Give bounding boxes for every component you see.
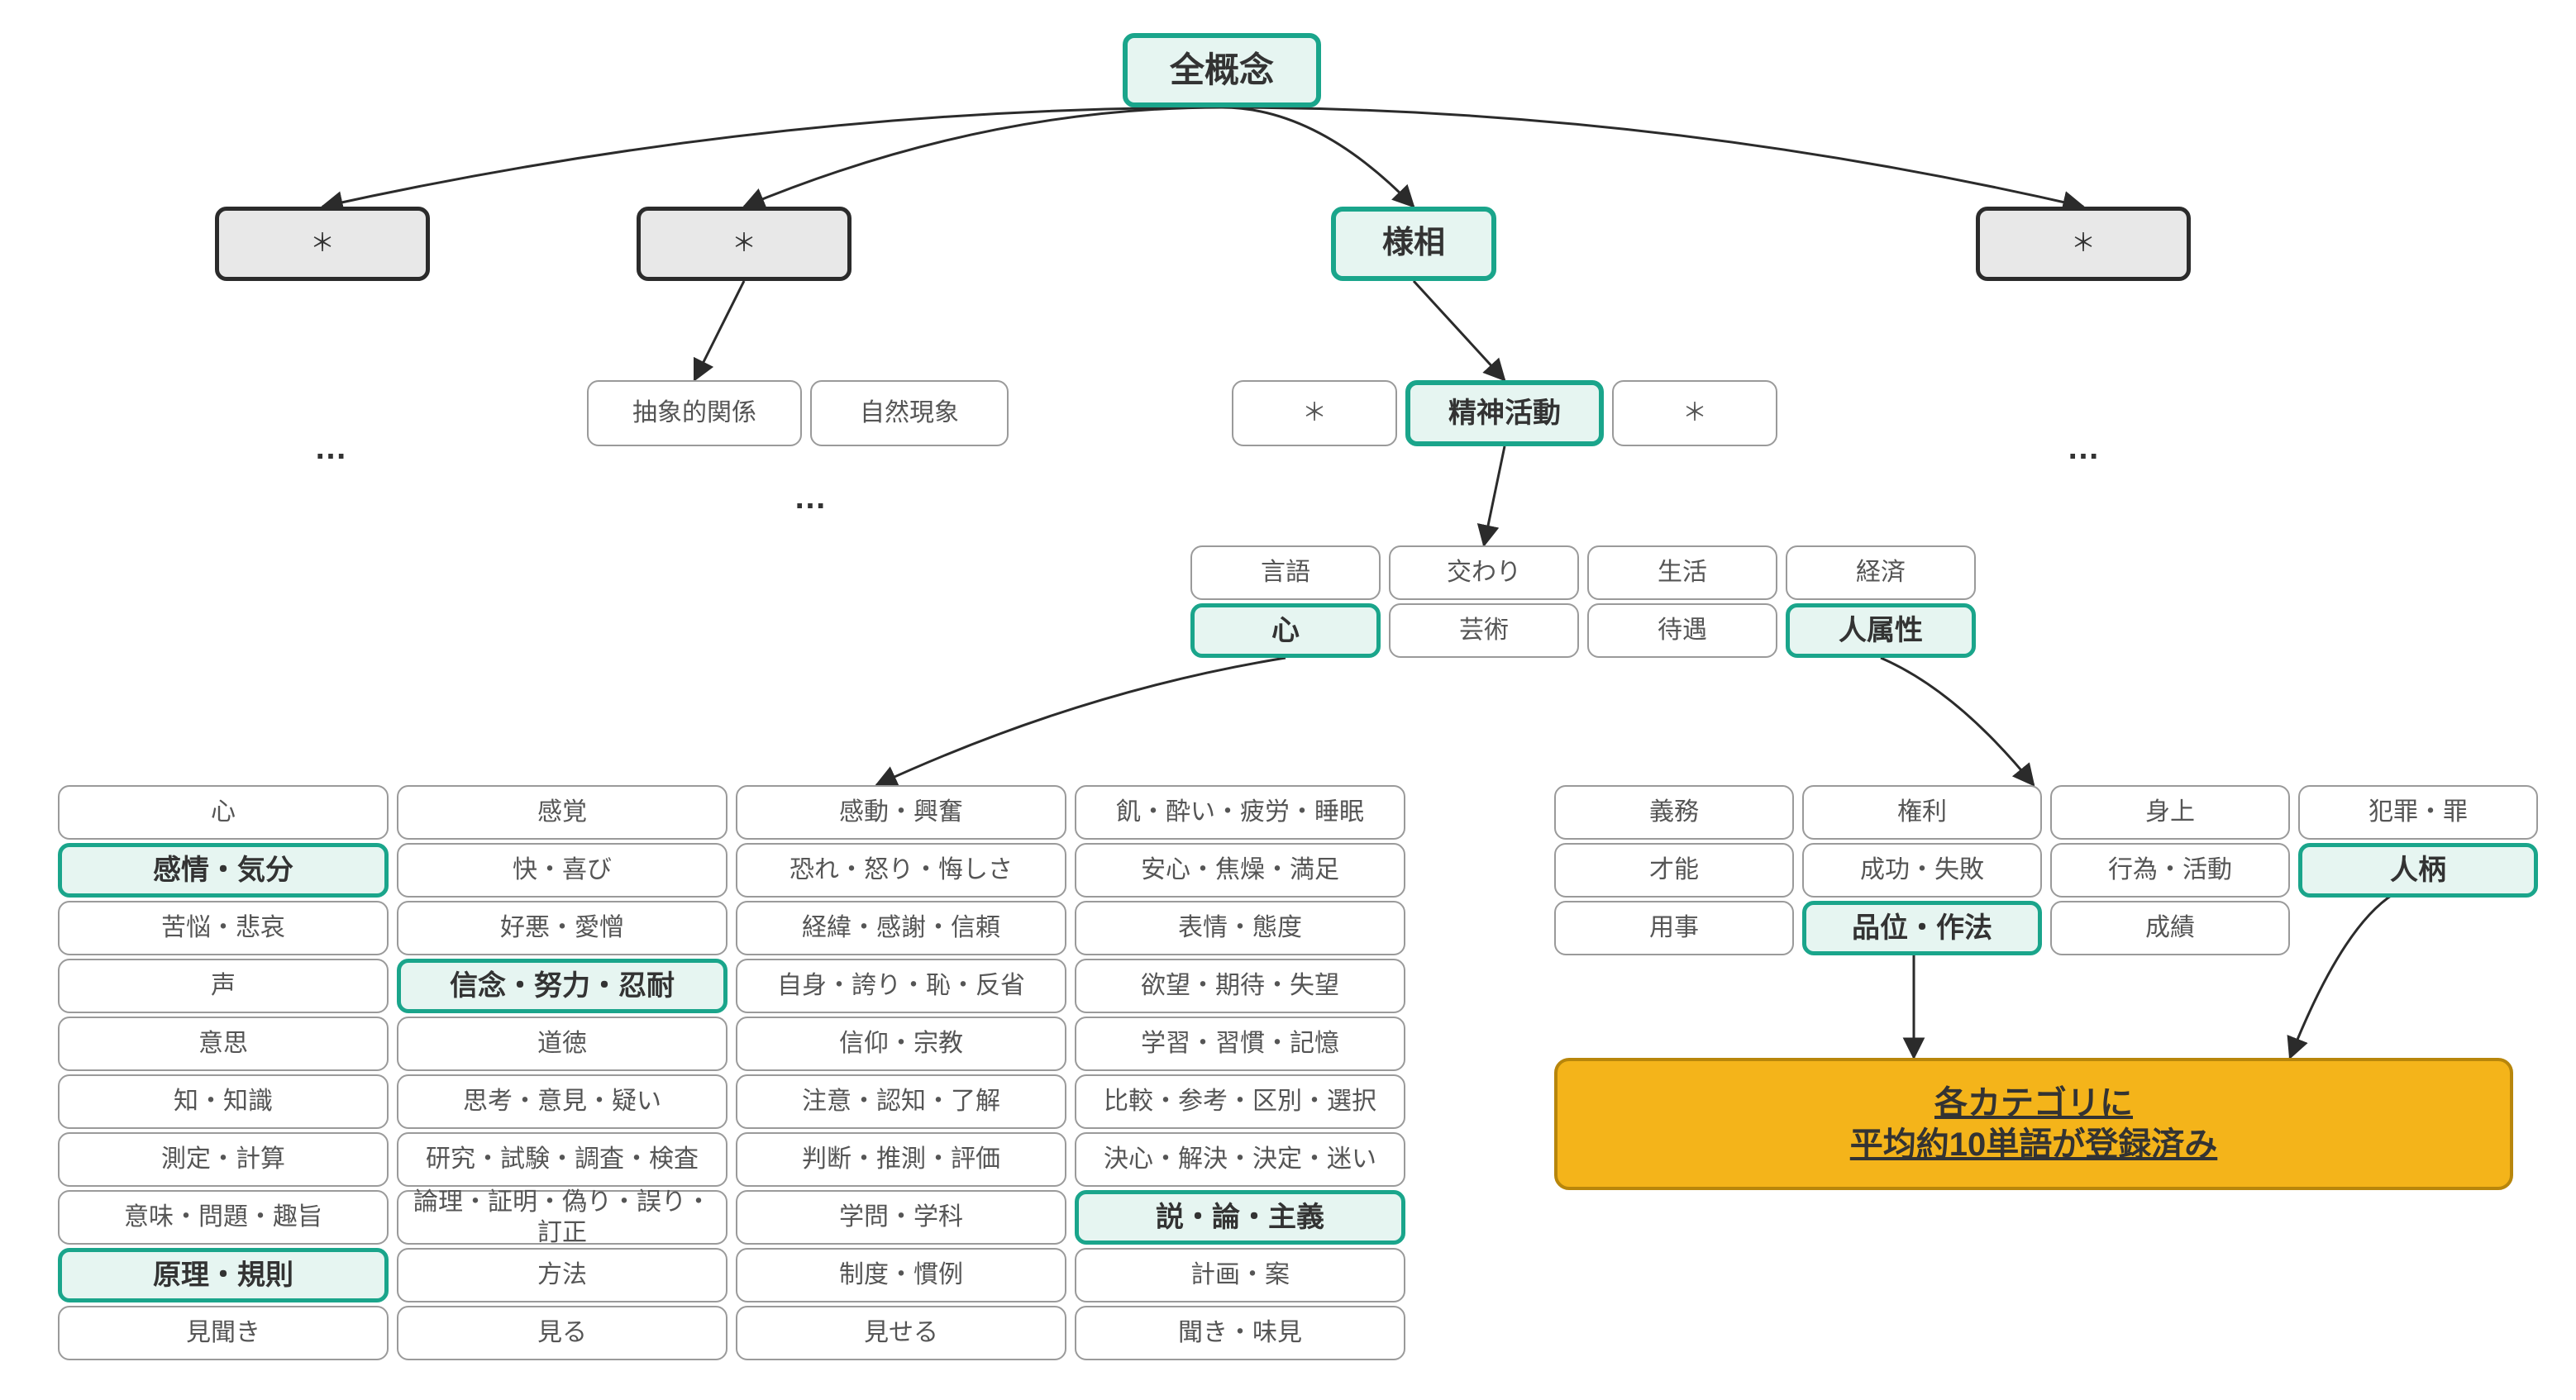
left-table-cell: 心 bbox=[58, 785, 389, 840]
left-table-cell: 表情・態度 bbox=[1075, 901, 1405, 955]
left-table-cell: 学問・学科 bbox=[736, 1190, 1066, 1245]
right-table-cell: 用事 bbox=[1554, 901, 1794, 955]
right-table-cell: 権利 bbox=[1802, 785, 2042, 840]
left-table-cell: 飢・酔い・疲労・睡眠 bbox=[1075, 785, 1405, 840]
left-table-cell: 安心・焦燥・満足 bbox=[1075, 843, 1405, 898]
right-table-cell: 身上 bbox=[2050, 785, 2290, 840]
right-table-cell: 行為・活動 bbox=[2050, 843, 2290, 898]
node-l3_5: 芸術 bbox=[1389, 603, 1579, 658]
left-table-cell: 見る bbox=[397, 1306, 727, 1360]
diagram-stage: 全概念＊＊様相＊抽象的関係自然現象＊精神活動＊言語交わり生活経済心芸術待遇人属性… bbox=[0, 0, 2576, 1400]
left-table-cell: 自身・誇り・恥・反省 bbox=[736, 959, 1066, 1013]
left-table-cell: 恐れ・怒り・悔しさ bbox=[736, 843, 1066, 898]
left-table-cell: 感情・気分 bbox=[58, 843, 389, 898]
right-table-cell: 人柄 bbox=[2298, 843, 2538, 898]
left-table-cell: 感覚 bbox=[397, 785, 727, 840]
right-table-cell: 犯罪・罪 bbox=[2298, 785, 2538, 840]
node-l3_1: 交わり bbox=[1389, 545, 1579, 600]
node-l3_3: 経済 bbox=[1786, 545, 1976, 600]
node-l3_0: 言語 bbox=[1190, 545, 1381, 600]
left-table-cell: 測定・計算 bbox=[58, 1132, 389, 1187]
node-l1b: ＊ bbox=[637, 207, 852, 281]
node-l2c3: ＊ bbox=[1612, 380, 1777, 446]
left-table-cell: 計画・案 bbox=[1075, 1248, 1405, 1302]
left-table-cell: 信念・努力・忍耐 bbox=[397, 959, 727, 1013]
left-table-cell: 方法 bbox=[397, 1248, 727, 1302]
node-l2c2: 精神活動 bbox=[1405, 380, 1604, 446]
left-table-cell: 学習・習慣・記憶 bbox=[1075, 1017, 1405, 1071]
left-table-cell: 感動・興奮 bbox=[736, 785, 1066, 840]
left-table-cell: 原理・規則 bbox=[58, 1248, 389, 1302]
left-table-cell: 見せる bbox=[736, 1306, 1066, 1360]
left-table-cell: 道徳 bbox=[397, 1017, 727, 1071]
node-l3_4: 心 bbox=[1190, 603, 1381, 658]
left-table-cell: 研究・試験・調査・検査 bbox=[397, 1132, 727, 1187]
left-table-cell: 説・論・主義 bbox=[1075, 1190, 1405, 1245]
node-l2c1: ＊ bbox=[1232, 380, 1397, 446]
left-table-cell: 意味・問題・趣旨 bbox=[58, 1190, 389, 1245]
node-l2b1: 抽象的関係 bbox=[587, 380, 802, 446]
node-l1a: ＊ bbox=[215, 207, 430, 281]
node-l3_7: 人属性 bbox=[1786, 603, 1976, 658]
left-table-cell: 判断・推測・評価 bbox=[736, 1132, 1066, 1187]
callout-line-2: 平均約10単語が登録済み bbox=[1850, 1124, 2218, 1165]
left-table-cell: 思考・意見・疑い bbox=[397, 1074, 727, 1129]
left-table-cell: 論理・証明・偽り・誤り・訂正 bbox=[397, 1190, 727, 1245]
node-l3_2: 生活 bbox=[1587, 545, 1777, 600]
left-table-cell: 信仰・宗教 bbox=[736, 1017, 1066, 1071]
node-l3_6: 待遇 bbox=[1587, 603, 1777, 658]
callout-line-1: 各カテゴリに bbox=[1934, 1083, 2133, 1124]
node-root: 全概念 bbox=[1123, 33, 1321, 107]
right-table-cell: 成功・失敗 bbox=[1802, 843, 2042, 898]
right-table-cell: 義務 bbox=[1554, 785, 1794, 840]
left-table-cell: 意思 bbox=[58, 1017, 389, 1071]
node-l1d: ＊ bbox=[1976, 207, 2191, 281]
left-table-cell: 見聞き bbox=[58, 1306, 389, 1360]
left-table-cell: 声 bbox=[58, 959, 389, 1013]
left-table-cell: 知・知識 bbox=[58, 1074, 389, 1129]
left-table-cell: 決心・解決・決定・迷い bbox=[1075, 1132, 1405, 1187]
left-table-cell: 欲望・期待・失望 bbox=[1075, 959, 1405, 1013]
left-table-cell: 経緯・感謝・信頼 bbox=[736, 901, 1066, 955]
left-table-cell: 注意・認知・了解 bbox=[736, 1074, 1066, 1129]
callout-box: 各カテゴリに平均約10単語が登録済み bbox=[1554, 1058, 2513, 1190]
left-table-cell: 好悪・愛憎 bbox=[397, 901, 727, 955]
ellipsis-0: … bbox=[314, 430, 347, 467]
right-table-cell: 成績 bbox=[2050, 901, 2290, 955]
left-table-cell: 比較・参考・区別・選択 bbox=[1075, 1074, 1405, 1129]
ellipsis-1: … bbox=[794, 479, 827, 517]
left-table-cell: 聞き・味見 bbox=[1075, 1306, 1405, 1360]
left-table-cell: 快・喜び bbox=[397, 843, 727, 898]
node-l2b2: 自然現象 bbox=[810, 380, 1009, 446]
ellipsis-2: … bbox=[2067, 430, 2100, 467]
node-l1c: 様相 bbox=[1331, 207, 1496, 281]
right-table-cell: 品位・作法 bbox=[1802, 901, 2042, 955]
right-table-cell: 才能 bbox=[1554, 843, 1794, 898]
left-table-cell: 制度・慣例 bbox=[736, 1248, 1066, 1302]
left-table-cell: 苦悩・悲哀 bbox=[58, 901, 389, 955]
